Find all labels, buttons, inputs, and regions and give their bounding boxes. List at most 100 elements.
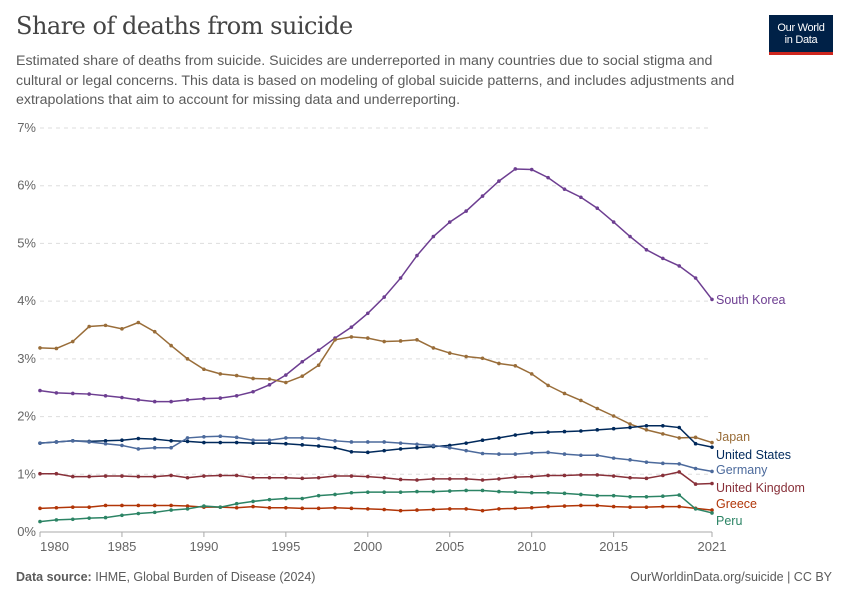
data-point (513, 490, 518, 494)
data-point (513, 433, 518, 437)
data-point (333, 439, 337, 443)
data-point (546, 383, 550, 388)
data-point (447, 477, 452, 481)
data-point (54, 471, 59, 476)
data-point (103, 439, 108, 443)
data-point (677, 462, 682, 466)
data-point (562, 452, 567, 456)
owid-logo[interactable]: Our World in Data (769, 15, 833, 55)
data-point (693, 466, 698, 471)
y-tick-label: 1% (17, 466, 36, 481)
data-point (464, 441, 468, 445)
data-point (431, 346, 436, 350)
data-point (70, 339, 75, 344)
data-point (349, 335, 354, 339)
data-point (284, 380, 288, 385)
data-point (185, 439, 190, 444)
data-point (644, 505, 649, 509)
data-point (120, 395, 124, 400)
data-point (136, 503, 141, 508)
data-point (611, 414, 616, 418)
data-point (497, 489, 501, 494)
data-point (382, 507, 386, 512)
y-tick-label: 6% (17, 178, 36, 193)
data-point (120, 503, 124, 508)
data-point (529, 490, 534, 495)
x-tick-label: 2010 (517, 539, 546, 554)
data-point (316, 363, 321, 368)
data-point (579, 195, 583, 200)
data-point (366, 507, 370, 511)
data-point (595, 406, 600, 411)
data-point (267, 383, 272, 387)
data-point (234, 501, 239, 506)
data-point (38, 346, 42, 350)
data-point (366, 450, 370, 455)
series-line-united-states (39, 425, 713, 454)
data-point (333, 505, 337, 510)
data-point (628, 475, 632, 480)
data-point (693, 435, 698, 440)
data-point (415, 478, 419, 482)
data-point (267, 441, 272, 445)
data-point (546, 430, 550, 434)
data-point (644, 424, 649, 428)
data-point (529, 167, 534, 172)
data-point (513, 363, 518, 368)
data-point (333, 492, 337, 497)
data-point (316, 348, 321, 353)
data-point (54, 391, 59, 395)
x-tick-label: 1990 (189, 539, 218, 554)
data-point (152, 329, 157, 334)
y-tick-label: 4% (17, 293, 36, 308)
data-point (398, 441, 403, 445)
data-point (316, 436, 321, 441)
data-point (284, 475, 288, 480)
data-point (251, 475, 255, 480)
data-point (251, 441, 255, 445)
data-point (284, 373, 288, 377)
data-point (366, 474, 370, 479)
data-point (595, 503, 600, 508)
data-point (234, 473, 239, 478)
data-point (677, 264, 682, 268)
data-point (579, 429, 583, 433)
series-label: South Korea (716, 293, 786, 307)
data-point (185, 398, 190, 402)
x-tick-label: 1995 (271, 539, 300, 554)
data-point (218, 505, 223, 509)
data-point (579, 473, 583, 477)
data-point (529, 451, 534, 455)
y-tick-label: 7% (17, 120, 36, 135)
data-point (710, 469, 714, 474)
data-point (152, 474, 157, 479)
data-point (136, 447, 141, 451)
data-point (710, 445, 714, 449)
data-point (398, 339, 403, 343)
data-point (38, 519, 42, 524)
x-tick-label: 2015 (599, 539, 628, 554)
data-point (300, 359, 305, 364)
data-point (710, 511, 714, 515)
data-point (136, 398, 141, 402)
data-point (185, 504, 190, 508)
data-point (447, 220, 452, 224)
data-point (316, 493, 321, 498)
data-point (38, 506, 42, 511)
data-point (87, 516, 91, 520)
series-label: Germany (716, 463, 768, 477)
credit-link[interactable]: OurWorldinData.org/suicide | CC BY (630, 570, 832, 584)
series-label: Japan (716, 430, 750, 444)
series-label: Greece (716, 497, 757, 511)
data-point (447, 445, 452, 450)
data-point (677, 425, 682, 430)
data-point (497, 179, 501, 183)
data-point (464, 477, 468, 481)
data-point (513, 452, 518, 456)
data-point (546, 490, 550, 495)
data-point (54, 505, 59, 510)
data-point (234, 373, 239, 378)
data-point (251, 504, 255, 509)
data-point (415, 442, 419, 447)
data-point (480, 438, 485, 443)
